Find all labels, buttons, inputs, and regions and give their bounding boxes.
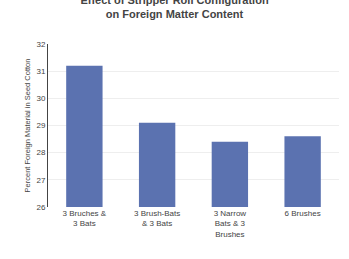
svg-text:3 Brush-Bats& 3 Bats: 3 Brush-Bats& 3 Bats bbox=[134, 209, 180, 228]
svg-text:32: 32 bbox=[36, 40, 45, 49]
svg-text:Percent Foreign Material in Se: Percent Foreign Material in Seed Cotton bbox=[23, 59, 32, 193]
svg-text:30: 30 bbox=[36, 94, 45, 103]
svg-text:6 Brushes: 6 Brushes bbox=[285, 209, 321, 218]
svg-text:28: 28 bbox=[36, 148, 45, 157]
svg-text:3 NarrowBats & 3Brushes: 3 NarrowBats & 3Brushes bbox=[214, 209, 247, 239]
svg-text:29: 29 bbox=[36, 121, 45, 130]
svg-text:Effect of Stripper Roll Config: Effect of Stripper Roll Configurationon … bbox=[80, 0, 268, 20]
svg-text:27: 27 bbox=[36, 176, 45, 185]
svg-text:3 Bruches &3 Bats: 3 Bruches &3 Bats bbox=[63, 209, 107, 228]
svg-text:26: 26 bbox=[36, 203, 45, 212]
svg-text:31: 31 bbox=[36, 67, 45, 76]
